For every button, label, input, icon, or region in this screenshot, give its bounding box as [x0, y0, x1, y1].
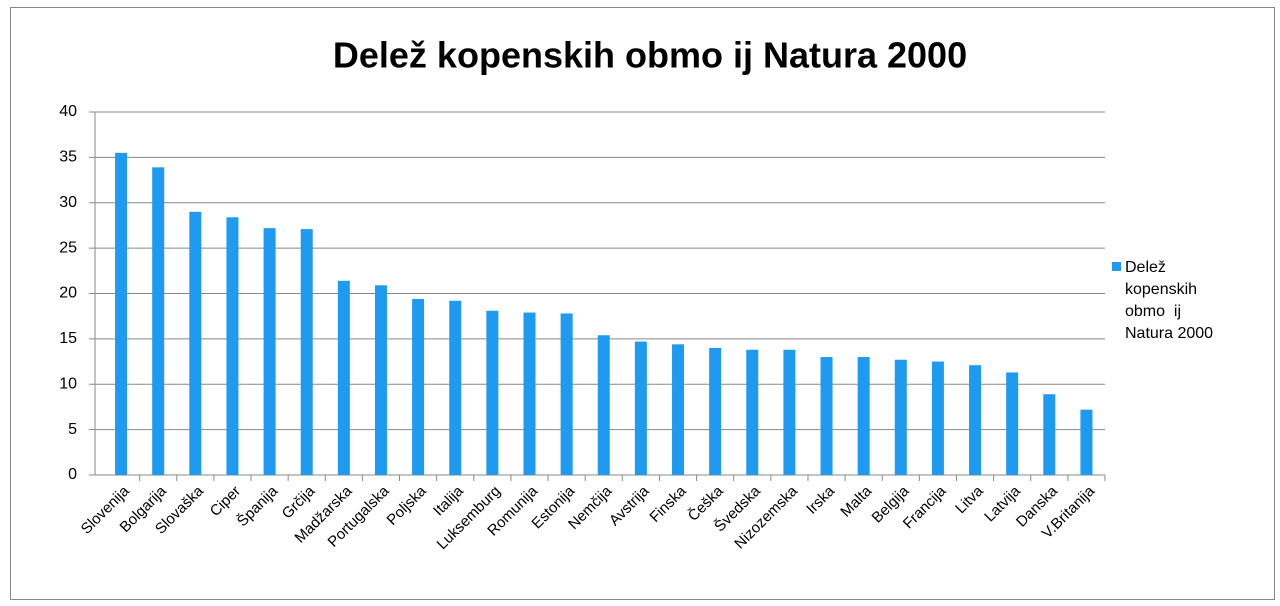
bar	[894, 359, 907, 475]
bar	[634, 341, 647, 475]
bar	[1043, 394, 1056, 475]
y-tick-label: 40	[59, 103, 77, 120]
bar	[374, 285, 387, 475]
bar	[857, 357, 870, 475]
bar	[1080, 409, 1093, 475]
bar	[263, 228, 276, 475]
bar	[189, 211, 202, 475]
x-tick-label: Irska	[803, 482, 838, 517]
y-tick-label: 0	[68, 466, 77, 483]
bar	[300, 229, 313, 475]
bar	[931, 361, 944, 475]
bar	[226, 217, 239, 475]
bar	[523, 312, 536, 475]
bar	[820, 357, 833, 475]
y-tick-label: 5	[68, 421, 77, 438]
bar	[412, 298, 425, 475]
bar	[449, 300, 462, 475]
legend-key	[1112, 262, 1121, 271]
y-tick-label: 15	[59, 330, 77, 347]
x-tick-label: Poljska	[384, 482, 431, 529]
bar	[783, 349, 796, 475]
chart-border	[10, 7, 1275, 600]
y-tick-label: 20	[59, 285, 77, 302]
bar	[115, 152, 128, 475]
chart-title: Delež kopenskih obmo ij Natura 2000	[333, 35, 967, 76]
x-tick-label: Španija	[234, 482, 282, 530]
bar	[597, 335, 610, 475]
y-tick-label: 25	[59, 239, 77, 256]
y-tick-label: 35	[59, 149, 77, 166]
bar	[560, 313, 573, 475]
y-tick-label: 30	[59, 194, 77, 211]
bar	[746, 349, 759, 475]
x-tick-label: Finska	[646, 482, 690, 526]
y-tick-label: 10	[59, 375, 77, 392]
bar	[337, 280, 350, 475]
bar	[672, 344, 685, 475]
x-tick-label: Avstrija	[606, 482, 653, 529]
bar	[969, 365, 982, 475]
bar	[152, 167, 165, 476]
bar	[709, 347, 722, 475]
legend-label: Delež kopenskih obmo ij Natura 2000	[1125, 259, 1214, 342]
bar	[1006, 372, 1019, 475]
bar	[486, 310, 499, 475]
